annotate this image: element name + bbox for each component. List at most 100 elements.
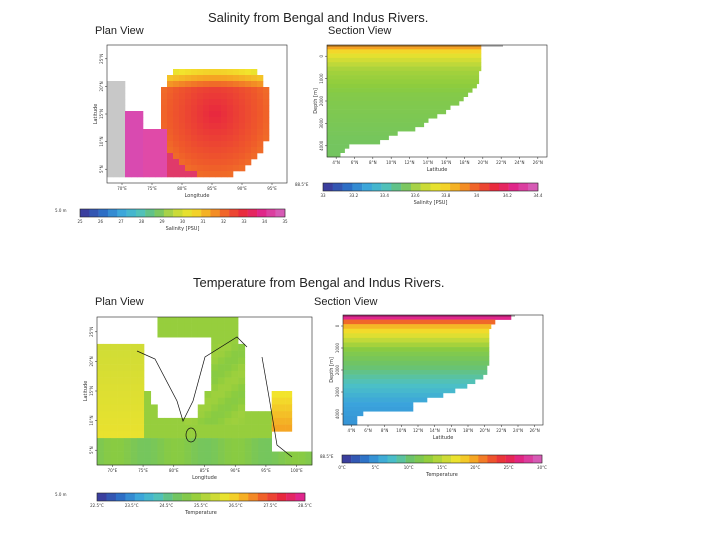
temperature-plan-cell bbox=[184, 323, 192, 331]
temperature-plan-cell bbox=[217, 350, 225, 358]
salinity-plan-colorbar-label: Salinity [PSU] bbox=[166, 226, 200, 232]
temperature-section-colorbar-swatch bbox=[369, 455, 379, 463]
salinity-plan-cell bbox=[191, 81, 198, 88]
temperature-section-band bbox=[343, 351, 490, 357]
temperature-plan-cell bbox=[110, 438, 118, 446]
salinity-plan-cell bbox=[221, 147, 228, 154]
temperature-plan-cell bbox=[184, 458, 192, 466]
salinity-plan-cell bbox=[227, 171, 234, 178]
temperature-section-x-tick-label: 18°N bbox=[463, 428, 473, 433]
temperature-plan-cell bbox=[224, 424, 232, 432]
salinity-section-colorbar-tick-label: 34.2 bbox=[503, 193, 512, 198]
temperature-plan-cell bbox=[258, 417, 266, 425]
salinity-section-band bbox=[327, 62, 482, 67]
temperature-section-band bbox=[343, 420, 358, 426]
temperature-plan-colorbar-swatch bbox=[295, 493, 306, 501]
salinity-plan-cell bbox=[203, 81, 210, 88]
salinity-plan-cell bbox=[167, 75, 174, 82]
temperature-plan-colorbar-tick-label: 25.5°C bbox=[194, 503, 208, 508]
salinity-plan-cell bbox=[245, 69, 252, 76]
salinity-plan-cell bbox=[125, 123, 132, 130]
temperature-plan-cell bbox=[285, 458, 293, 466]
salinity-section-colorbar-swatch bbox=[430, 183, 441, 191]
salinity-plan-cell bbox=[161, 105, 168, 112]
salinity-section-colorbar-tick-label: 33.8 bbox=[441, 193, 450, 198]
salinity-plan-cell bbox=[191, 171, 198, 178]
salinity-plan-cell bbox=[131, 147, 138, 154]
salinity-plan-cell bbox=[113, 87, 120, 94]
temperature-section-x-tick-label: 14°N bbox=[430, 428, 440, 433]
temperature-plan-cell bbox=[197, 323, 205, 331]
temperature-plan-cell bbox=[197, 330, 205, 338]
salinity-plan-cell bbox=[209, 141, 216, 148]
salinity-plan-cell bbox=[251, 153, 258, 160]
temperature-plan-cell bbox=[251, 458, 259, 466]
temperature-plan-cell bbox=[103, 438, 111, 446]
salinity-plan-cell bbox=[245, 129, 252, 136]
salinity-plan-cell bbox=[233, 93, 240, 100]
salinity-plan-cell bbox=[107, 129, 114, 136]
temperature-plan-cell bbox=[217, 343, 225, 351]
temperature-plan-cell bbox=[144, 458, 152, 466]
salinity-plan-cell bbox=[191, 87, 198, 94]
temperature-plan-cell bbox=[285, 424, 293, 432]
temperature-plan-cell bbox=[251, 451, 259, 459]
temperature-plan-cell bbox=[123, 458, 131, 466]
temperature-plan-cell bbox=[137, 411, 145, 419]
salinity-section-band bbox=[327, 148, 345, 153]
temperature-plan-cell bbox=[231, 343, 239, 351]
salinity-plan-cell bbox=[221, 87, 228, 94]
salinity-plan-cell bbox=[197, 171, 204, 178]
temperature-plan-cell bbox=[184, 451, 192, 459]
temperature-plan-cell bbox=[177, 317, 185, 325]
temperature-plan-xlabel: Longitude bbox=[192, 475, 217, 481]
temperature-plan-cell bbox=[191, 323, 199, 331]
temperature-plan-cell bbox=[285, 391, 293, 399]
salinity-plan-cell bbox=[251, 135, 258, 142]
salinity-plan-cell bbox=[203, 129, 210, 136]
salinity-plan-cell bbox=[233, 153, 240, 160]
salinity-plan-cell bbox=[203, 75, 210, 82]
salinity-plan-cell bbox=[155, 141, 162, 148]
temperature-plan-cell bbox=[258, 431, 266, 439]
temperature-plan-cell bbox=[258, 458, 266, 466]
temperature-plan-cell bbox=[164, 323, 172, 331]
temperature-plan-cell bbox=[191, 458, 199, 466]
temperature-plan-cell bbox=[217, 438, 225, 446]
temperature-plan-cell bbox=[110, 377, 118, 385]
temperature-plan-cell bbox=[157, 431, 165, 439]
temperature-plan-cell bbox=[157, 444, 165, 452]
temperature-plan-cell bbox=[204, 417, 212, 425]
temperature-section-y-tick-label: 0 bbox=[335, 324, 340, 327]
temperature-plan-cell bbox=[110, 370, 118, 378]
salinity-plan-cell bbox=[137, 153, 144, 160]
salinity-plan-cell bbox=[185, 141, 192, 148]
temperature-plan-cell bbox=[117, 370, 125, 378]
salinity-plan-cell bbox=[167, 165, 174, 172]
salinity-plan-cell bbox=[227, 135, 234, 142]
temperature-plan-cell bbox=[191, 417, 199, 425]
temperature-plan-cell bbox=[130, 411, 138, 419]
salinity-plan-cell bbox=[173, 153, 180, 160]
salinity-plan-cell bbox=[227, 159, 234, 166]
salinity-plan-cell bbox=[209, 171, 216, 178]
temperature-plan-cell bbox=[258, 451, 266, 459]
temperature-plan-cell bbox=[231, 377, 239, 385]
temperature-plan-colorbar-depth-label: 5.0 m bbox=[55, 492, 67, 497]
salinity-plan-cell bbox=[173, 117, 180, 124]
temperature-plan-cell bbox=[224, 323, 232, 331]
salinity-plan-cell bbox=[251, 81, 258, 88]
salinity-plan-cell bbox=[215, 69, 222, 76]
temperature-section-colorbar-swatch bbox=[423, 455, 434, 463]
temperature-plan-cell bbox=[123, 451, 131, 459]
temperature-plan-cell bbox=[137, 357, 145, 365]
temperature-plan-cell bbox=[137, 397, 145, 405]
salinity-section-band bbox=[327, 101, 460, 106]
temperature-plan-x-tick-label: 70°E bbox=[108, 468, 118, 473]
salinity-plan-cell bbox=[113, 135, 120, 142]
salinity-plan-colorbar-swatch bbox=[163, 209, 174, 217]
temperature-plan-cell bbox=[197, 431, 205, 439]
salinity-plan-cell bbox=[251, 117, 258, 124]
salinity-plan-cell bbox=[239, 135, 246, 142]
salinity-section-colorbar-swatch bbox=[352, 183, 363, 191]
